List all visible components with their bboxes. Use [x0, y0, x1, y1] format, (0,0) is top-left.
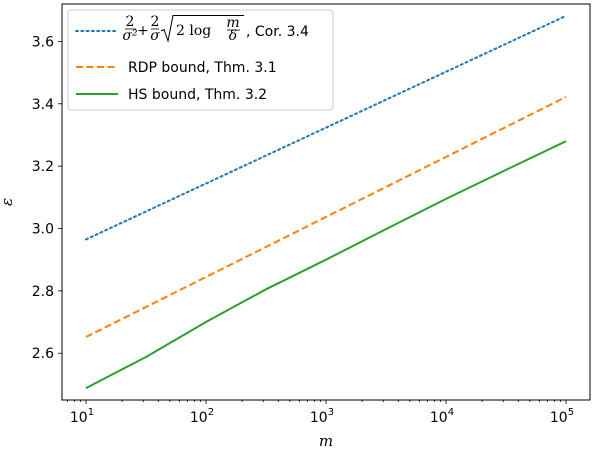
x-tick-exponent: 4: [448, 407, 454, 418]
series-line-3: [85, 140, 567, 390]
series-line-1: [85, 14, 567, 241]
legend-label-2: RDP bound, Thm. 3.1: [128, 60, 277, 76]
x-tick-label: 103: [310, 407, 334, 426]
y-axis-label: ε: [0, 198, 16, 206]
x-tick-label: 102: [190, 407, 214, 426]
svg-text:m: m: [226, 15, 239, 31]
x-tick-base: 10: [430, 410, 448, 426]
x-tick-exponent: 5: [568, 407, 574, 418]
y-tick-label: 2.8: [32, 284, 54, 300]
legend-formula: 2σ² +2σ 2 log mδ: [122, 14, 244, 44]
y-tick-label: 2.6: [32, 346, 54, 362]
x-tick-exponent: 3: [328, 407, 334, 418]
svg-text:2: 2: [151, 14, 160, 30]
y-tick-label: 3.2: [32, 159, 54, 175]
y-tick-label: 3.6: [32, 34, 54, 50]
svg-text:σ²: σ²: [122, 28, 138, 44]
x-tick-exponent: 1: [88, 407, 94, 418]
svg-text:2: 2: [126, 14, 135, 30]
legend-label-3: HS bound, Thm. 3.2: [128, 87, 267, 103]
x-axis-ticks: 101 102 103 104 105: [67, 400, 574, 426]
series-layer: [85, 14, 567, 390]
x-tick-base: 10: [310, 410, 328, 426]
y-tick-label: 3.0: [32, 222, 54, 238]
series-line-2: [85, 96, 567, 338]
y-axis-ticks: 2.6 2.8 3.0 3.2 3.4 3.6: [32, 34, 62, 362]
y-tick-label: 3.4: [32, 97, 54, 113]
svg-text:δ: δ: [229, 28, 237, 44]
svg-text:σ: σ: [150, 28, 160, 44]
legend-label-1: , Cor. 3.4: [246, 24, 309, 40]
svg-text:2 log: 2 log: [176, 23, 211, 39]
x-axis-label: m: [319, 432, 333, 450]
x-tick-label: 101: [70, 407, 94, 426]
x-tick-base: 10: [190, 410, 208, 426]
x-tick-exponent: 2: [208, 407, 214, 418]
legend-box: [67, 9, 334, 111]
svg-text:+: +: [137, 23, 149, 39]
x-tick-base: 10: [550, 410, 568, 426]
x-tick-label: 104: [430, 407, 454, 426]
x-tick-label: 105: [550, 407, 574, 426]
x-tick-base: 10: [70, 410, 88, 426]
